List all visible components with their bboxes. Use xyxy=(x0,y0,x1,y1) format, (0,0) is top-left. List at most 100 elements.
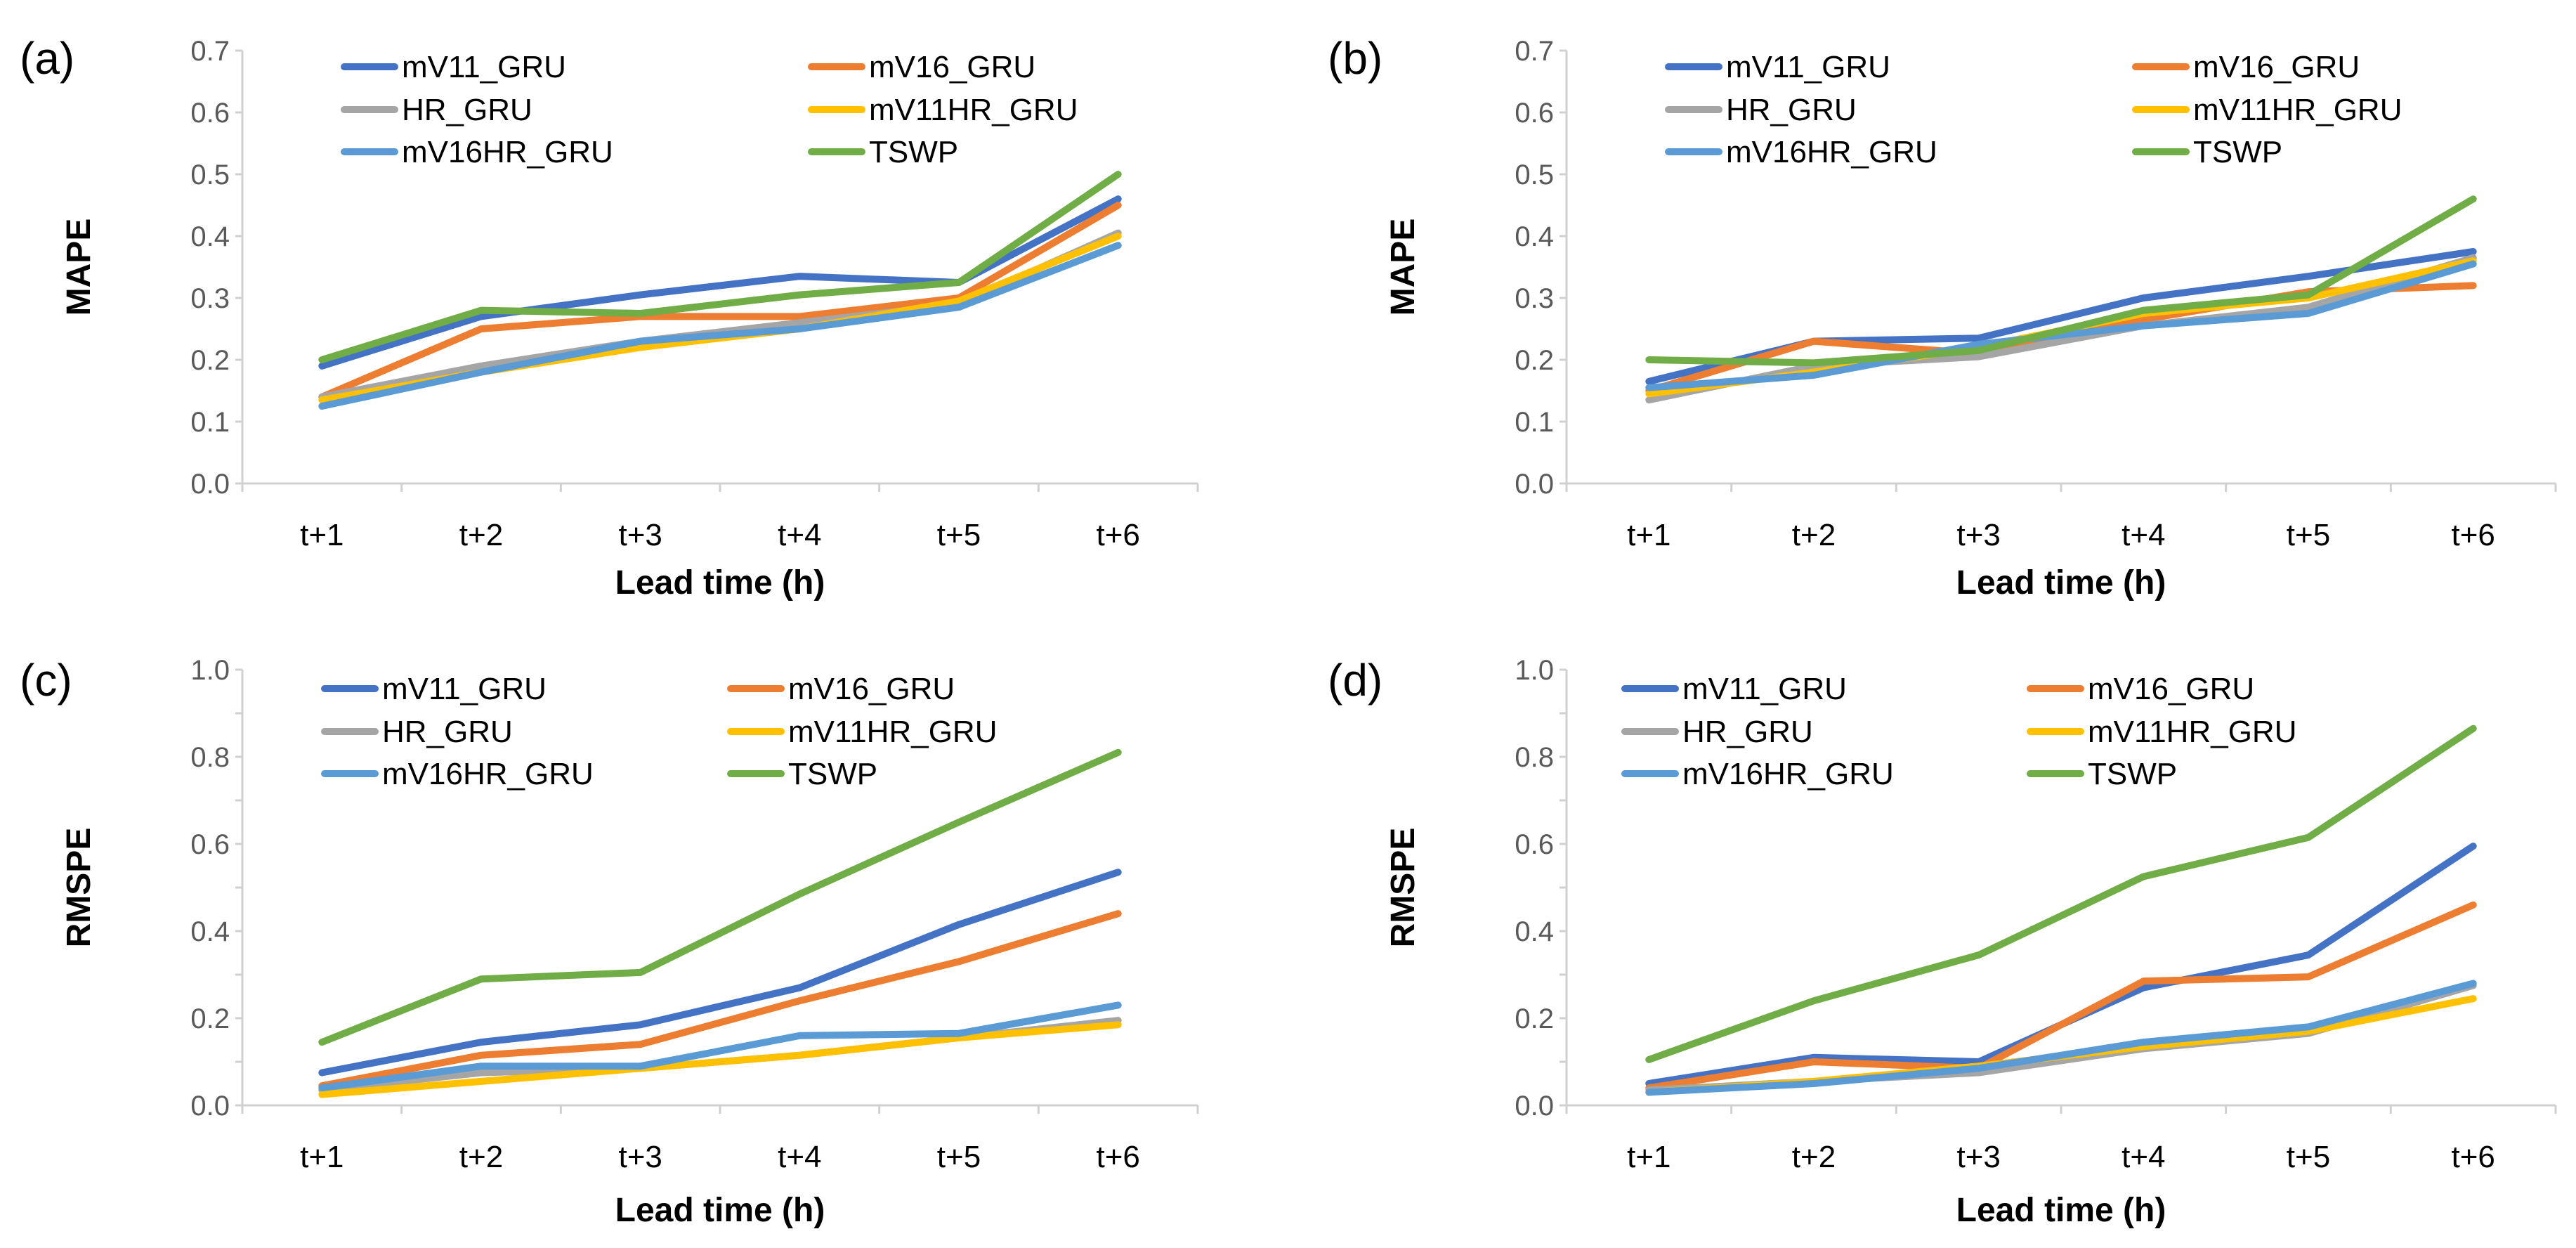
legend-label-mv11hr-gru: mV11HR_GRU xyxy=(2193,93,2402,127)
y-axis-title: MAPE xyxy=(60,219,98,316)
y-tick-label: 0.6 xyxy=(1515,829,1554,860)
series-line-hr-gru xyxy=(1645,254,2477,404)
panel-d: (d) 0.0 0.2 0.4 0.6 0.8 1.0 t+1 t+2 t+3 t+4 t+5 t+6 L… xyxy=(1328,655,2557,1229)
y-tick-label: 0.0 xyxy=(1515,469,1554,500)
x-tick-label: t+2 xyxy=(1792,518,1836,552)
legend-label-mv16-gru: mV16_GRU xyxy=(869,50,1035,84)
x-tick-label: t+1 xyxy=(1627,1140,1671,1174)
panel-label: (a) xyxy=(20,33,74,84)
y-tick-label: 0.7 xyxy=(190,36,230,67)
x-tick-label: t+2 xyxy=(459,518,503,552)
series-line-hr-gru xyxy=(1645,982,2477,1094)
y-tick-label: 0.2 xyxy=(190,1003,230,1034)
x-axis-title: Lead time (h) xyxy=(615,1192,825,1229)
legend-label-mv11hr-gru: mV11HR_GRU xyxy=(788,715,997,749)
x-tick-label: t+3 xyxy=(618,518,662,552)
x-tick-label: t+5 xyxy=(2287,518,2330,552)
y-tick-label: 0.0 xyxy=(190,469,230,500)
y-tick-label: 0.5 xyxy=(1515,160,1554,190)
y-tick-label: 0.4 xyxy=(190,916,230,947)
legend-label-mv11-gru: mV11_GRU xyxy=(382,672,547,706)
legend-label-mv16hr-gru: mV16HR_GRU xyxy=(1682,757,1894,791)
legend-label-mv16-gru: mV16_GRU xyxy=(2193,50,2360,84)
series-line-tswp xyxy=(318,171,1122,363)
y-tick-label: 0.3 xyxy=(190,283,230,314)
x-tick-label: t+4 xyxy=(2121,518,2165,552)
legend-label-tswp: TSWP xyxy=(869,135,958,169)
y-tick-label: 0.8 xyxy=(1515,742,1554,773)
y-axis-title: RMSPE xyxy=(60,828,98,948)
series-line-mv16-gru xyxy=(318,910,1122,1090)
x-tick-label: t+6 xyxy=(1096,1140,1139,1174)
series-line-mv11-gru xyxy=(318,869,1122,1077)
y-tick-label: 1.0 xyxy=(190,655,230,686)
y-tick-label: 0.3 xyxy=(1515,283,1554,314)
x-tick-label: t+6 xyxy=(2451,518,2495,552)
x-tick-label: t+2 xyxy=(1792,1140,1836,1174)
y-tick-label: 0.6 xyxy=(1515,98,1554,129)
panel-label: (b) xyxy=(1328,33,1382,84)
panel-label: (c) xyxy=(20,655,72,706)
y-tick-label: 0.2 xyxy=(1515,345,1554,376)
x-tick-label: t+1 xyxy=(300,518,344,552)
x-tick-label: t+2 xyxy=(459,1140,503,1174)
x-tick-label: t+3 xyxy=(618,1140,662,1174)
x-axis-title: Lead time (h) xyxy=(615,564,825,602)
legend-label-mv16-gru: mV16_GRU xyxy=(2088,672,2254,706)
y-tick-label: 0.6 xyxy=(190,98,230,129)
legend-label-mv11-gru: mV11_GRU xyxy=(402,50,566,84)
legend-label-tswp: TSWP xyxy=(2088,757,2177,791)
y-axis-title: RMSPE xyxy=(1385,828,1422,948)
x-tick-label: t+3 xyxy=(1956,518,2000,552)
legend-label-mv16hr-gru: mV16HR_GRU xyxy=(1726,135,1937,169)
series-line-tswp xyxy=(1645,195,2477,367)
y-tick-label: 0.7 xyxy=(1515,36,1554,67)
legend-label-mv11hr-gru: mV11HR_GRU xyxy=(869,93,1078,127)
series-line-tswp xyxy=(1645,724,2477,1063)
legend-label-mv11-gru: mV11_GRU xyxy=(1726,50,1890,84)
y-tick-label: 0.4 xyxy=(1515,221,1554,252)
x-tick-label: t+6 xyxy=(1096,518,1139,552)
y-tick-label: 0.6 xyxy=(190,829,230,860)
x-tick-label: t+6 xyxy=(2451,1140,2495,1174)
series-line-mv16-gru xyxy=(1645,901,2477,1092)
series-line-mv16-gru xyxy=(318,202,1122,401)
y-tick-label: 0.4 xyxy=(1515,916,1554,947)
legend-label-mv11hr-gru: mV11HR_GRU xyxy=(2088,715,2296,749)
series-line-mv11-gru xyxy=(1645,843,2477,1087)
series-line-mv16hr-gru xyxy=(1645,980,2477,1096)
y-tick-label: 0.2 xyxy=(1515,1003,1554,1034)
legend-label-hr-gru: HR_GRU xyxy=(1726,93,1857,127)
y-tick-label: 0.1 xyxy=(1515,407,1554,438)
y-tick-label: 0.4 xyxy=(190,221,230,252)
x-tick-label: t+4 xyxy=(778,518,821,552)
x-axis-title: Lead time (h) xyxy=(1956,564,2166,602)
legend-label-tswp: TSWP xyxy=(788,757,877,791)
legend-label-tswp: TSWP xyxy=(2193,135,2282,169)
y-tick-label: 1.0 xyxy=(1515,655,1554,686)
panel-b: (b) 0.0 0.1 0.2 0.3 0.4 0.5 0.6 0.7 t+1 t+2 t+3 t+4 t… xyxy=(1328,33,2557,602)
x-tick-label: t+4 xyxy=(2121,1140,2165,1174)
panel-a: (a) 0.0 0.1 0.2 0.3 0.4 0.5 0.6 0.7 t+1 t+2 t+3 t+4 t… xyxy=(20,33,1199,602)
x-tick-label: t+5 xyxy=(2287,1140,2330,1174)
x-tick-label: t+1 xyxy=(1627,518,1671,552)
y-tick-label: 0.8 xyxy=(190,742,230,773)
series-line-mv16hr-gru xyxy=(318,1001,1122,1092)
panel-c: (c) 0.0 0.2 0.4 0.6 0.8 1.0 t+1 t+2 t+3 t+4 t+5 t+6 L… xyxy=(20,655,1199,1229)
y-tick-label: 0.0 xyxy=(190,1091,230,1122)
legend-label-hr-gru: HR_GRU xyxy=(382,715,513,749)
series-line-mv16hr-gru xyxy=(1645,260,2477,391)
y-tick-label: 0.0 xyxy=(1515,1091,1554,1122)
x-tick-label: t+5 xyxy=(937,1140,981,1174)
legend-label-hr-gru: HR_GRU xyxy=(402,93,532,127)
legend-label-hr-gru: HR_GRU xyxy=(1682,715,1813,749)
legend-label-mv11-gru: mV11_GRU xyxy=(1682,672,1847,706)
x-tick-label: t+4 xyxy=(778,1140,821,1174)
x-tick-label: t+3 xyxy=(1956,1140,2000,1174)
legend-label-mv16-gru: mV16_GRU xyxy=(788,672,955,706)
series-line-mv11hr-gru xyxy=(318,1021,1122,1098)
x-tick-label: t+5 xyxy=(937,518,981,552)
series-line-mv16hr-gru xyxy=(318,242,1122,410)
x-axis-title: Lead time (h) xyxy=(1956,1192,2166,1229)
